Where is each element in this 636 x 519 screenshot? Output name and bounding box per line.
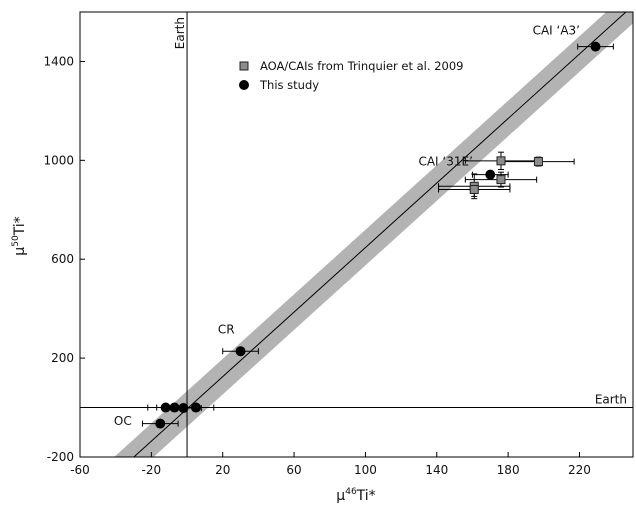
x-axis-title-mu: μ (336, 488, 345, 504)
point-annotation: CAI ‘A3’ (533, 23, 580, 37)
x-axis-title: μ46Ti* (336, 487, 375, 504)
study-data-point (235, 346, 246, 357)
y-tick-label: 200 (51, 351, 74, 365)
y-axis-title-rest: Ti* (12, 216, 28, 236)
legend: AOA/CAIs from Trinquier et al. 2009 This … (239, 59, 463, 92)
trinquier-data-point (496, 156, 506, 166)
x-tick-label: 140 (425, 463, 448, 477)
y-axis-title: μ50Ti* (11, 216, 28, 255)
plot-frame (79, 11, 634, 458)
study-data-point (178, 403, 189, 414)
study-data-point (169, 402, 180, 413)
study-data-point (155, 418, 166, 429)
y-tick-label: 1000 (43, 153, 74, 167)
x-tick-label: -60 (70, 463, 90, 477)
y-tick-label: 600 (51, 252, 74, 266)
legend-label: AOA/CAIs from Trinquier et al. 2009 (260, 59, 463, 73)
point-annotation: OC (114, 414, 132, 428)
x-axis-title-sup: 46 (345, 487, 357, 497)
fit-line (133, 12, 627, 457)
x-tick-label: 60 (286, 463, 301, 477)
x-axis-title-rest: Ti* (356, 488, 376, 504)
earth-vertical-label: Earth (173, 17, 187, 49)
trinquier-data-point (496, 175, 506, 185)
y-tick-label: 1400 (43, 54, 74, 68)
legend-marker-square (239, 61, 249, 71)
point-annotation: CR (218, 322, 235, 336)
legend-marker-circle (239, 80, 249, 90)
y-axis-title-sup: 50 (11, 235, 21, 247)
x-tick-label: 220 (568, 463, 591, 477)
x-tick-label: -20 (142, 463, 162, 477)
earth-horizontal-label: Earth (595, 393, 627, 407)
y-axis-title-mu: μ (12, 247, 28, 256)
x-tick-label: 100 (354, 463, 377, 477)
confidence-band (114, 12, 633, 457)
study-data-point (485, 169, 496, 180)
legend-label: This study (259, 78, 319, 92)
study-data-point (160, 402, 171, 413)
x-tick-label: 180 (497, 463, 520, 477)
point-annotation: CAI ‘31E’ (418, 154, 472, 168)
trinquier-data-point (469, 185, 479, 195)
y-tick-label: -200 (47, 450, 74, 464)
trinquier-data-point (533, 157, 543, 167)
study-data-point (190, 402, 201, 413)
study-data-point (590, 41, 601, 52)
x-tick-label: 20 (215, 463, 230, 477)
